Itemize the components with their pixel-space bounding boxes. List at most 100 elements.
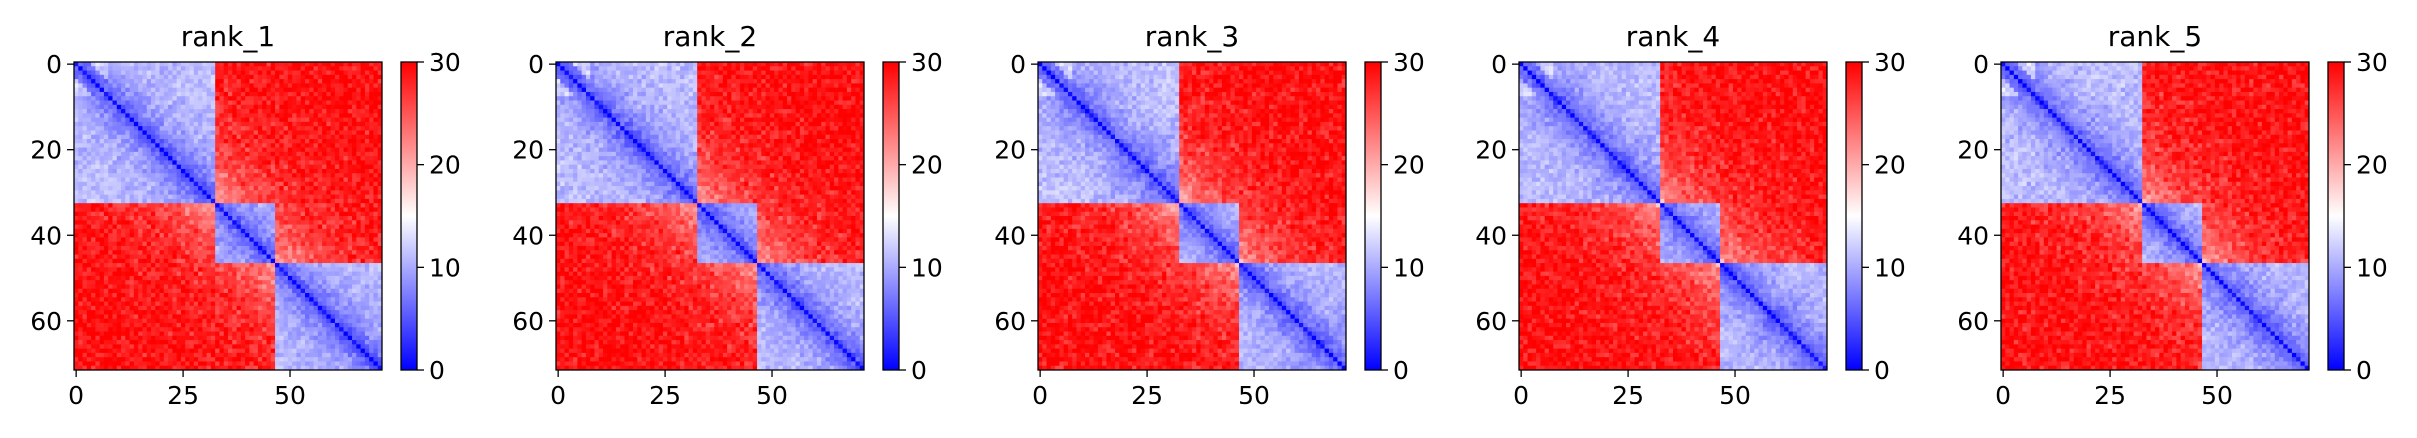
heatmap-cell — [360, 254, 366, 260]
heatmap-cell — [215, 207, 220, 213]
heatmap-cell — [168, 245, 173, 251]
heatmap-cell — [193, 83, 199, 89]
heatmap-cell — [151, 177, 156, 183]
heatmap-cell — [155, 91, 161, 97]
heatmap-cell — [219, 275, 225, 281]
heatmap-cell — [103, 297, 109, 303]
heatmap-cell — [198, 301, 203, 307]
heatmap-cell — [172, 147, 178, 153]
heatmap-cell — [326, 100, 332, 106]
heatmap-cell — [206, 164, 212, 170]
heatmap-cell — [330, 310, 336, 315]
heatmap-cell — [266, 267, 272, 273]
heatmap-cell — [74, 74, 79, 80]
heatmap-cell — [121, 327, 126, 332]
heatmap-cell — [334, 130, 340, 136]
heatmap-cell — [313, 293, 319, 298]
heatmap-cell — [78, 74, 84, 80]
heatmap-cell — [168, 126, 173, 131]
heatmap-cell — [74, 314, 79, 320]
heatmap-cell — [206, 113, 212, 119]
heatmap-cell — [103, 117, 109, 123]
heatmap-cell — [245, 348, 250, 354]
heatmap-cell — [155, 104, 161, 110]
heatmap-cell — [228, 168, 233, 174]
heatmap-cell — [330, 181, 336, 187]
heatmap-cell — [373, 100, 379, 106]
heatmap-cell — [151, 151, 156, 157]
heatmap-cell — [270, 237, 276, 243]
heatmap-cell — [236, 344, 242, 350]
heatmap-cell — [313, 352, 319, 358]
heatmap-cell — [189, 305, 195, 311]
heatmap-cell — [373, 297, 379, 303]
heatmap-cell — [168, 263, 173, 268]
heatmap-cell — [95, 275, 101, 281]
heatmap-cell — [296, 70, 302, 76]
heatmap-cell — [317, 66, 323, 72]
heatmap-cell — [198, 181, 203, 187]
heatmap-cell — [356, 301, 362, 307]
heatmap-cell — [202, 258, 208, 264]
heatmap-cell — [219, 194, 225, 200]
heatmap-cell — [266, 126, 272, 131]
heatmap-cell — [300, 173, 306, 178]
heatmap-cell — [82, 104, 88, 110]
heatmap-cell — [270, 177, 276, 183]
heatmap-cell — [257, 66, 263, 72]
heatmap-cell — [103, 352, 109, 358]
heatmap-cell — [146, 284, 152, 290]
heatmap-cell — [99, 318, 105, 324]
heatmap-cell — [155, 254, 161, 260]
heatmap-cell — [330, 126, 336, 131]
heatmap-cell — [91, 96, 96, 101]
heatmap-cell — [99, 126, 105, 131]
heatmap-cell — [223, 228, 229, 234]
heatmap-cell — [313, 228, 319, 234]
heatmap-cell — [193, 96, 199, 101]
heatmap-cell — [185, 348, 190, 354]
heatmap-cell — [253, 327, 259, 332]
heatmap-cell — [125, 267, 131, 273]
heatmap-cell — [377, 66, 383, 72]
heatmap-cell — [142, 151, 148, 157]
heatmap-cell — [305, 348, 310, 354]
heatmap-cell — [369, 198, 374, 204]
heatmap-cell — [257, 331, 263, 337]
heatmap-cell — [151, 117, 156, 123]
heatmap-cell — [364, 113, 370, 119]
heatmap-cell — [253, 100, 259, 106]
heatmap-cell — [360, 233, 366, 238]
heatmap-cell — [99, 237, 105, 243]
heatmap-cell — [91, 156, 96, 161]
heatmap-cell — [125, 109, 131, 114]
heatmap-cell — [364, 74, 370, 80]
heatmap-cell — [309, 207, 315, 213]
heatmap-cell — [193, 361, 199, 367]
heatmap-cell — [176, 87, 182, 93]
heatmap-cell — [223, 211, 229, 217]
heatmap-cell — [232, 156, 238, 161]
heatmap-cell — [146, 211, 152, 217]
heatmap-cell — [339, 113, 344, 119]
heatmap-cell — [138, 151, 143, 157]
heatmap-cell — [257, 198, 263, 204]
heatmap-cell — [82, 280, 88, 285]
heatmap-cell — [121, 233, 126, 238]
heatmap-cell — [121, 322, 126, 328]
heatmap-cell — [356, 280, 362, 285]
heatmap-cell — [125, 352, 131, 358]
heatmap-cell — [103, 331, 109, 337]
heatmap-cell — [339, 156, 344, 161]
heatmap-cell — [253, 224, 259, 230]
heatmap-cell — [159, 344, 165, 350]
heatmap-cell — [163, 331, 169, 337]
heatmap-cell — [168, 194, 173, 200]
heatmap-cell — [369, 79, 374, 84]
heatmap-cell — [287, 164, 293, 170]
heatmap-cell — [313, 357, 319, 362]
heatmap-cell — [292, 250, 297, 255]
heatmap-cell — [317, 211, 323, 217]
heatmap-cell — [300, 361, 306, 367]
heatmap-cell — [219, 297, 225, 303]
